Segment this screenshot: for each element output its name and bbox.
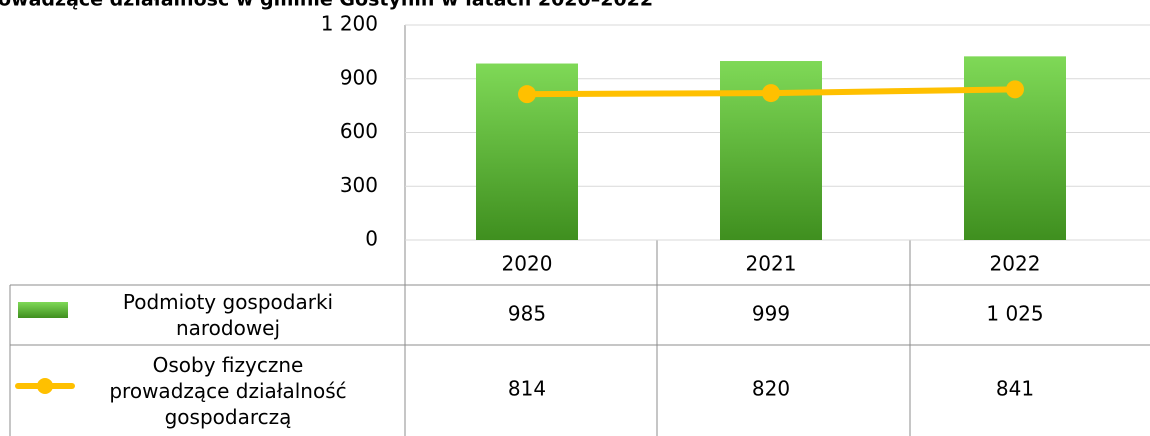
legend-item: Osoby fizyczne prowadzące działalność go… <box>109 352 347 429</box>
table-value: 985 <box>508 302 546 326</box>
legend-label: Podmioty gospodarki narodowej <box>122 290 334 340</box>
x-category-label: 2022 <box>990 252 1041 276</box>
y-tick-label: 900 <box>340 65 378 89</box>
legend-swatch <box>18 302 68 318</box>
table-value: 814 <box>508 377 546 401</box>
y-tick-label: 300 <box>340 173 378 197</box>
table-value: 841 <box>996 377 1034 401</box>
y-tick-label: 600 <box>340 119 378 143</box>
legend-label: Osoby fizyczne prowadzące działalność go… <box>109 352 347 429</box>
line-marker <box>762 84 780 103</box>
x-category-label: 2021 <box>746 252 797 276</box>
line-marker <box>518 85 536 104</box>
table-value: 999 <box>752 302 790 326</box>
line-marker <box>1006 80 1024 99</box>
y-tick-label: 0 <box>365 227 378 251</box>
y-tick-label: 1 200 <box>321 12 378 36</box>
legend-item: Podmioty gospodarki narodowej <box>122 290 334 340</box>
legend-marker <box>37 378 53 394</box>
table-value: 1 025 <box>986 302 1043 326</box>
chart-title: owadzące działalność w gminie Gostynin w… <box>0 0 653 11</box>
data-table <box>9 25 1150 436</box>
table-value: 820 <box>752 377 790 401</box>
x-category-label: 2020 <box>502 252 553 276</box>
